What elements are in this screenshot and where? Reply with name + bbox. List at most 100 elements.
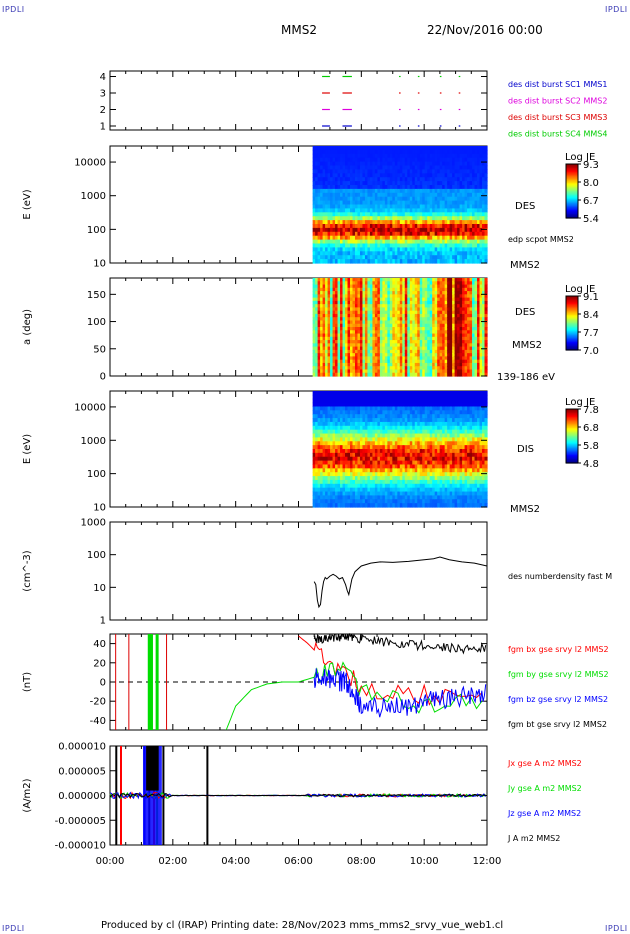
density-legend-entry: des numberdensity fast M [508,572,612,581]
y-axis-label: E (eV) [22,434,33,464]
colorbar-title: Log JE [565,152,595,163]
x-tick-label: 08:00 [347,856,376,867]
density-line [313,556,488,609]
dis-energy-tick-label: 10 [93,503,106,514]
des-pitch-tick-label: 100 [87,317,106,328]
y-axis-label: (cm^-3) [22,550,33,591]
colorbar-tick-label: 7.8 [583,405,599,416]
y-axis-label: (nT) [22,672,33,692]
spacecraft-title: MMS2 [281,23,317,37]
bfield-tick-label: 40 [93,639,106,650]
bfield-tick-label: -20 [90,697,106,708]
bfield-tick-label: 20 [93,658,106,669]
des-pitch-colorbar [565,295,579,351]
des-energy-colorbar [565,163,579,219]
des-energy-tick-label: 1000 [81,191,106,202]
colorbar-title: Log JE [565,284,595,295]
bfield-line [313,632,487,655]
colorbar-tick-label: 8.4 [583,310,599,321]
availability-legend-entry: des dist burst SC4 MMS4 [508,130,607,139]
corner-tl-label: IPDLI [2,5,25,14]
des-energy-tick-label: 10 [93,259,106,270]
colorbar-tick-label: 8.0 [583,178,599,189]
availability-tick-label: 3 [100,89,106,100]
availability-tick-label: 1 [100,122,106,133]
x-tick-label: 04:00 [221,856,250,867]
bfield-tick-label: 0 [100,678,106,689]
bfield-legend-entry: fgm bt gse srvy l2 MMS2 [508,720,607,729]
bfield-legend-entry: fgm bx gse srvy l2 MMS2 [508,645,609,654]
panel-label-mms2: MMS2 [512,340,542,351]
current-legend-entry: J A m2 MMS2 [507,834,560,843]
corner-br-label: IPDLI [605,924,628,933]
colorbar-tick-label: 5.4 [583,214,599,225]
current-burst-block [146,746,159,791]
dis-energy-tick-label: 10000 [74,402,106,413]
y-axis-label: (A/m2) [22,778,33,812]
current-tick-label: -0.000005 [55,816,106,827]
x-tick-label: 12:00 [473,856,502,867]
des-pitch-tick-label: 150 [87,290,106,301]
colorbar-tick-label: 4.8 [583,459,599,470]
availability-legend-entry: des dist burst SC3 MMS3 [508,113,607,122]
availability-tick-label: 4 [100,72,106,83]
colorbar-tick-label: 6.7 [583,196,599,207]
bfield-legend-entry: fgm bz gse srvy l2 MMS2 [508,695,608,704]
footer-credit: Produced by cl (IRAP) Printing date: 28/… [101,920,504,931]
current-legend-entry: Jy gse A m2 MMS2 [507,784,582,793]
des-pitch-tick-label: 0 [100,372,106,383]
corner-bl-label: IPDLI [2,924,25,933]
colorbar-tick-label: 7.0 [583,346,599,357]
bfield-legend-entry: fgm by gse srvy l2 MMS2 [508,670,609,679]
density-tick-label: 10 [93,583,106,594]
y-axis-label: a (deg) [22,309,33,345]
panel-label-energy-range: 139-186 eV [497,372,555,383]
density-tick-label: 100 [87,550,106,561]
colorbar-tick-label: 9.1 [583,292,599,303]
colorbar-tick-label: 6.8 [583,423,599,434]
bfield-tick-label: -40 [90,716,106,727]
current-legend-entry: Jx gse A m2 MMS2 [507,759,582,768]
panel-label-des: DES [515,201,535,212]
x-tick-label: 00:00 [96,856,125,867]
des-energy-tick-label: 10000 [74,158,106,169]
plot-date: 22/Nov/2016 00:00 [427,23,543,37]
panel-label-dis: DIS [517,444,534,455]
dis-energy-tick-label: 1000 [81,436,106,447]
dis-energy-spectrogram [312,391,488,508]
colorbar-title: Log JE [565,397,595,408]
density-panel [109,521,488,621]
des-energy-tick-label: 100 [87,225,106,236]
x-tick-label: 06:00 [284,856,313,867]
current-tick-label: 0.000010 [58,742,106,753]
current-legend-entry: Jz gse A m2 MMS2 [507,809,581,818]
current-line [109,792,486,799]
x-tick-label: 02:00 [158,856,187,867]
colorbar-tick-label: 5.8 [583,441,599,452]
colorbar-tick-label: 9.3 [583,160,599,171]
panel-label-scpot: edp scpot MMS2 [508,235,574,244]
availability-legend-entry: des dist burst SC2 MMS2 [508,97,607,106]
dis-energy-colorbar [565,408,579,464]
current-tick-label: 0.000005 [58,766,106,777]
panel-label-des: DES [515,307,535,318]
availability-panel [109,70,488,131]
current-tick-label: 0.000000 [58,791,106,802]
colorbar-tick-label: 7.7 [583,328,599,339]
availability-tick-label: 2 [100,105,106,116]
panel-label-mms2: MMS2 [510,260,540,271]
density-tick-label: 1000 [81,518,106,529]
density-tick-label: 1 [100,616,106,627]
x-tick-label: 10:00 [410,856,439,867]
des-pitch-spectrogram [312,278,488,377]
des-pitch-tick-label: 50 [93,344,106,355]
corner-tr-label: IPDLI [605,5,628,14]
bfield-line [313,668,487,718]
panel-label-mms2: MMS2 [510,504,540,515]
availability-legend-entry: des dist burst SC1 MMS1 [508,80,607,89]
y-axis-label: E (eV) [22,189,33,219]
dis-energy-tick-label: 100 [87,469,106,480]
des-energy-spectrogram [312,146,488,264]
current-tick-label: -0.000010 [55,841,106,852]
